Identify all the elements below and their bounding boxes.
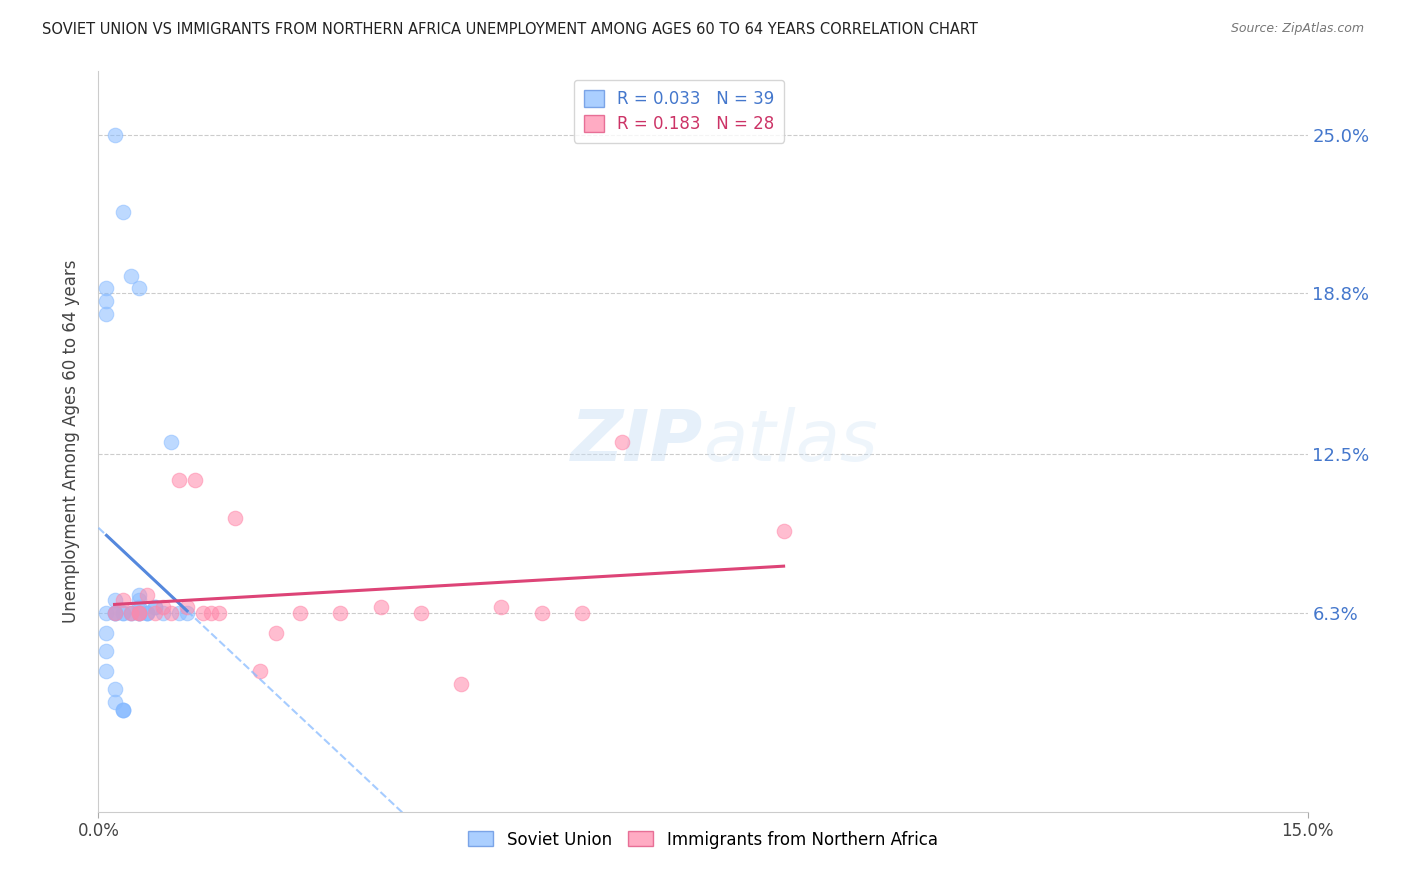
Point — [120, 268, 142, 283]
Point — [450, 677, 472, 691]
Point — [143, 600, 166, 615]
Point — [152, 606, 174, 620]
Point — [111, 703, 134, 717]
Point — [103, 606, 125, 620]
Point — [167, 473, 190, 487]
Point — [128, 606, 150, 620]
Point — [208, 606, 231, 620]
Text: atlas: atlas — [703, 407, 877, 476]
Point — [612, 434, 634, 449]
Point — [103, 695, 125, 709]
Point — [135, 606, 157, 620]
Point — [96, 307, 118, 321]
Point — [96, 606, 118, 620]
Point — [184, 473, 207, 487]
Point — [103, 128, 125, 143]
Point — [193, 606, 215, 620]
Point — [128, 606, 150, 620]
Point — [409, 606, 432, 620]
Point — [128, 592, 150, 607]
Legend: Soviet Union, Immigrants from Northern Africa: Soviet Union, Immigrants from Northern A… — [461, 824, 945, 855]
Point — [96, 294, 118, 309]
Point — [96, 665, 118, 679]
Point — [128, 606, 150, 620]
Point — [224, 511, 246, 525]
Point — [491, 600, 513, 615]
Point — [96, 626, 118, 640]
Point — [96, 281, 118, 295]
Point — [111, 703, 134, 717]
Point — [135, 588, 157, 602]
Point — [176, 606, 198, 620]
Point — [128, 600, 150, 615]
Text: ZIP: ZIP — [571, 407, 703, 476]
Point — [288, 606, 311, 620]
Point — [571, 606, 593, 620]
Point — [111, 606, 134, 620]
Point — [135, 606, 157, 620]
Point — [249, 665, 271, 679]
Point — [135, 606, 157, 620]
Point — [103, 606, 125, 620]
Point — [772, 524, 794, 538]
Point — [160, 434, 183, 449]
Point — [111, 703, 134, 717]
Point — [143, 600, 166, 615]
Point — [111, 592, 134, 607]
Point — [167, 606, 190, 620]
Point — [103, 592, 125, 607]
Point — [103, 606, 125, 620]
Point — [128, 606, 150, 620]
Point — [143, 606, 166, 620]
Point — [370, 600, 392, 615]
Point — [96, 644, 118, 658]
Point — [128, 606, 150, 620]
Point — [200, 606, 222, 620]
Text: SOVIET UNION VS IMMIGRANTS FROM NORTHERN AFRICA UNEMPLOYMENT AMONG AGES 60 TO 64: SOVIET UNION VS IMMIGRANTS FROM NORTHERN… — [42, 22, 979, 37]
Text: Source: ZipAtlas.com: Source: ZipAtlas.com — [1230, 22, 1364, 36]
Point — [160, 606, 183, 620]
Point — [176, 600, 198, 615]
Point — [329, 606, 352, 620]
Point — [128, 588, 150, 602]
Point — [152, 600, 174, 615]
Point — [111, 204, 134, 219]
Y-axis label: Unemployment Among Ages 60 to 64 years: Unemployment Among Ages 60 to 64 years — [62, 260, 80, 624]
Point — [120, 606, 142, 620]
Point — [111, 606, 134, 620]
Point — [120, 606, 142, 620]
Point — [120, 606, 142, 620]
Point — [103, 606, 125, 620]
Point — [264, 626, 287, 640]
Point — [128, 281, 150, 295]
Point — [103, 682, 125, 697]
Point — [530, 606, 553, 620]
